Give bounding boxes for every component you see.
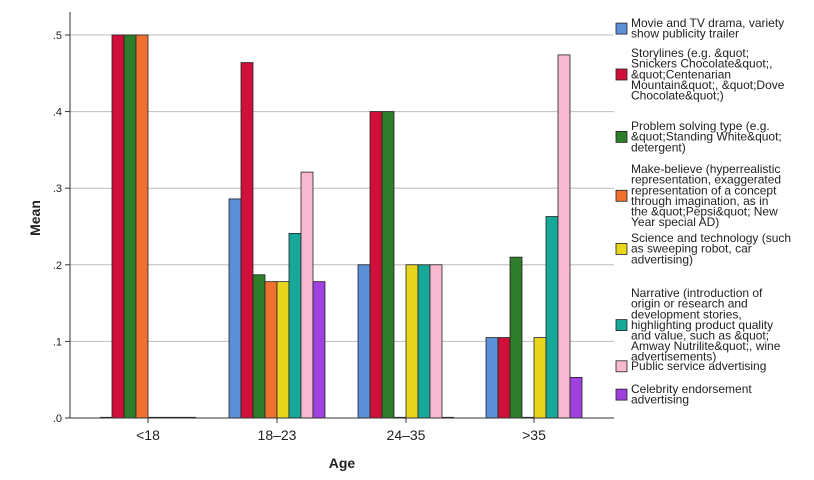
bar (240, 62, 254, 419)
bar (300, 171, 314, 419)
legend-swatch (615, 68, 628, 81)
legend-label: Chocolate&quot;) (631, 89, 724, 103)
bar (509, 256, 523, 419)
bar (228, 198, 242, 419)
legend-label: show publicity trailer (631, 27, 739, 41)
bar (405, 264, 419, 419)
bar (123, 34, 137, 419)
bar (312, 281, 326, 419)
legend-swatch (615, 242, 628, 255)
legend-label: representation of a concept (631, 183, 777, 197)
legend-label: &quot;Standing White&quot; (631, 130, 782, 144)
legend-label: Year special AD) (631, 215, 719, 229)
legend-swatch (615, 319, 628, 332)
legend-label: the &quot;Pepsi&quot; New (631, 205, 778, 219)
legend-label: advertisements) (631, 350, 716, 364)
legend-label: advertising) (631, 252, 693, 266)
y-tick-label: .2 (53, 260, 62, 272)
legend-label: &quot;Centenarian (631, 67, 731, 81)
bar (557, 54, 571, 419)
bar (429, 264, 443, 419)
legend-label: through imagination, as in (631, 194, 768, 208)
x-tick-label: <18 (136, 427, 160, 443)
legend-label: Problem solving type (e.g. (631, 119, 770, 133)
legend-swatch (615, 388, 628, 401)
legend-label: representation, exaggerated (631, 173, 781, 187)
legend-label: Movie and TV drama, variety (631, 16, 784, 30)
legend-item: Make-believe (hyperrealisticrepresentati… (615, 162, 781, 229)
legend-label: Make-believe (hyperrealistic (631, 162, 780, 176)
bar (533, 337, 547, 419)
legend-swatch (615, 130, 628, 143)
bar (276, 281, 290, 419)
legend-label: origin or research and (631, 297, 748, 311)
bar (252, 274, 266, 419)
legend-label: Celebrity endorsement (631, 382, 752, 396)
legend-label: development stories, (631, 307, 742, 321)
legend-label: as sweeping robot, car (631, 242, 752, 256)
legend-label: detergent) (631, 140, 686, 154)
bar (264, 281, 278, 419)
legend-item: Storylines (e.g. &quot;Snickers Chocolat… (615, 46, 785, 103)
y-axis-title: Mean (27, 200, 43, 236)
y-tick-label: .0 (53, 413, 62, 425)
x-axis-title: Age (329, 455, 356, 471)
legend-label: and value, such as &quot; (631, 329, 769, 343)
legend-swatch (615, 189, 628, 202)
bars (100, 34, 583, 419)
bar (497, 337, 511, 419)
legend-item: Public service advertising (615, 359, 766, 373)
legend-swatch (615, 360, 628, 373)
legend-label: Storylines (e.g. &quot; (631, 46, 749, 60)
legend-label: Snickers Chocolate&quot;, (631, 57, 772, 71)
axes: .0 .1 .2 .3 .4 .5 <18 18–23 24–35 >35 (53, 12, 614, 443)
legend-label: Narrative (introduction of (631, 286, 763, 300)
x-tick-label: 24–35 (387, 427, 426, 443)
bar (417, 264, 431, 419)
legend-label: Amway Nutrilite&quot;, wine (631, 339, 781, 353)
bar (369, 111, 383, 419)
legend-label: Science and technology (such (631, 231, 791, 245)
y-tick-label: .3 (53, 183, 62, 195)
gridlines (70, 34, 614, 342)
bar (381, 111, 395, 419)
legend-swatch (615, 22, 628, 35)
legend-label: highlighting product quality (631, 318, 773, 332)
x-tick-label: >35 (522, 427, 546, 443)
y-tick-label: .1 (53, 336, 62, 348)
legend-label: Mountain&quot;, &quot;Dove (631, 78, 785, 92)
bar (485, 337, 499, 419)
bar (569, 376, 583, 419)
bar (135, 34, 149, 419)
x-tick-label: 18–23 (258, 427, 297, 443)
bar (357, 264, 371, 419)
bar (111, 34, 125, 419)
bar (288, 232, 302, 419)
legend-label: advertising (631, 393, 689, 407)
y-tick-label: .4 (53, 107, 62, 119)
legend-label: Public service advertising (631, 359, 766, 373)
legend-item: Problem solving type (e.g.&quot;Standing… (615, 119, 782, 154)
bar (545, 216, 559, 419)
y-tick-label: .5 (53, 30, 62, 42)
